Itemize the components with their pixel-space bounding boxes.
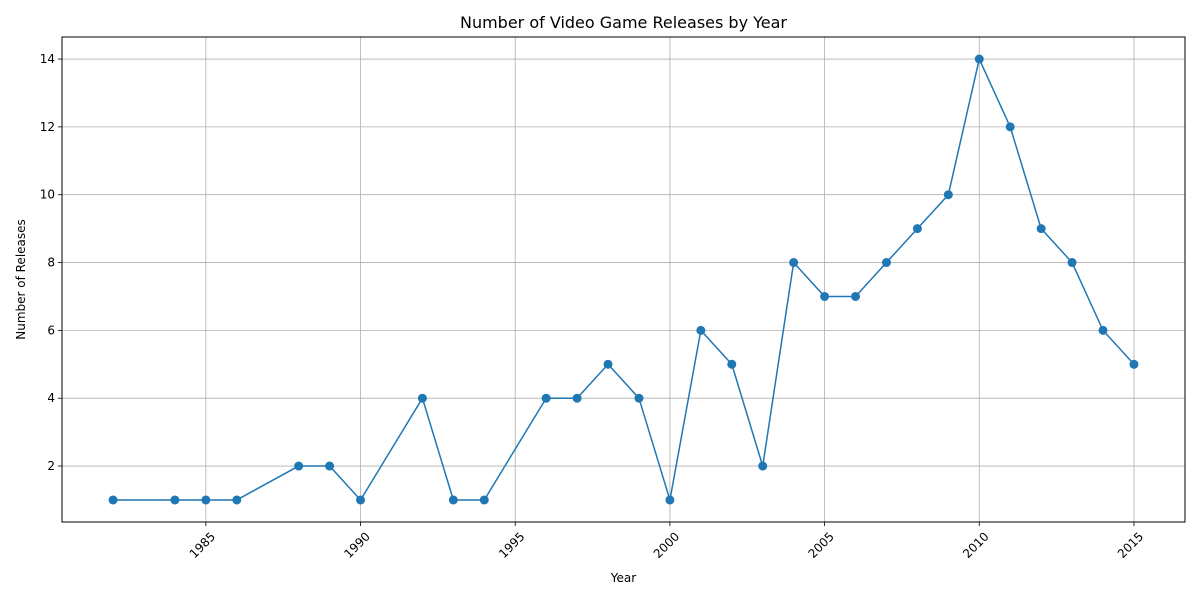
data-point xyxy=(1067,258,1077,268)
data-point xyxy=(541,393,551,403)
x-tick-label: 2010 xyxy=(960,529,991,560)
data-point xyxy=(448,495,458,505)
data-point xyxy=(696,325,706,335)
data-point xyxy=(232,495,242,505)
y-tick-label: 10 xyxy=(40,188,55,202)
x-axis-label: Year xyxy=(610,571,636,585)
data-point xyxy=(851,291,861,301)
data-point xyxy=(974,54,984,64)
data-point xyxy=(479,495,489,505)
data-point xyxy=(912,224,922,234)
y-axis-label: Number of Releases xyxy=(14,219,28,340)
data-point xyxy=(1129,359,1139,369)
data-point xyxy=(634,393,644,403)
y-tick-label: 14 xyxy=(40,52,55,66)
series-line xyxy=(113,56,1135,502)
data-point xyxy=(108,495,118,505)
data-series xyxy=(108,54,1139,505)
chart-title: Number of Video Game Releases by Year xyxy=(460,13,787,32)
data-point xyxy=(727,359,737,369)
data-point xyxy=(1036,224,1046,234)
data-point xyxy=(603,359,613,369)
y-tick-label: 2 xyxy=(47,459,55,473)
data-point xyxy=(665,495,675,505)
y-tick-label: 12 xyxy=(40,120,55,134)
y-tick-label: 8 xyxy=(47,256,55,270)
data-point xyxy=(820,291,830,301)
data-point xyxy=(325,461,335,471)
data-point xyxy=(1005,122,1015,132)
x-tick-label: 1985 xyxy=(187,529,218,560)
data-point xyxy=(294,461,304,471)
data-point xyxy=(881,258,891,268)
x-tick-label: 2005 xyxy=(805,529,836,560)
plot-frame xyxy=(61,36,1186,523)
data-point xyxy=(170,495,180,505)
data-point xyxy=(1098,325,1108,335)
data-point xyxy=(943,190,953,200)
x-tick-label: 2000 xyxy=(651,529,682,560)
data-point xyxy=(201,495,211,505)
x-tick-label: 1990 xyxy=(341,529,372,560)
x-tick-label: 2015 xyxy=(1115,529,1146,560)
data-point xyxy=(356,495,366,505)
grid-lines xyxy=(62,37,1185,522)
data-point xyxy=(417,393,427,403)
y-tick-label: 6 xyxy=(47,323,55,337)
data-point xyxy=(572,393,582,403)
y-tick-label: 4 xyxy=(47,391,55,405)
data-point xyxy=(789,258,799,268)
data-point xyxy=(758,461,768,471)
x-tick-label: 1995 xyxy=(496,529,527,560)
